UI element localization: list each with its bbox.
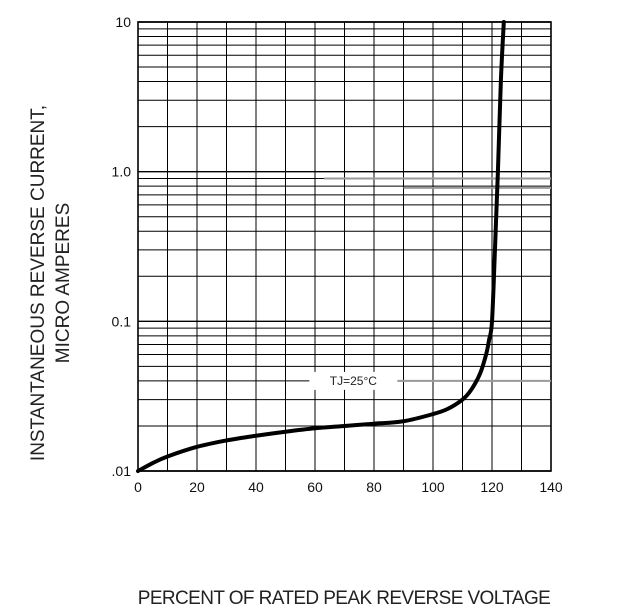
series-group [136, 20, 506, 473]
x-tick-label: 80 [366, 479, 382, 495]
plot-frame [137, 21, 552, 472]
y-tick-label: .01 [112, 463, 132, 479]
y-axis-label-line2: MICRO AMPERES [53, 203, 74, 363]
y-tick-label: 10 [115, 14, 131, 30]
x-tick-label: 140 [539, 479, 563, 495]
y-tick-label: 0.1 [112, 313, 132, 329]
y-tick-label: 1.0 [112, 164, 132, 180]
x-tick-label: 40 [248, 479, 264, 495]
x-tick-label: 100 [421, 479, 445, 495]
x-axis-label: PERCENT OF RATED PEAK REVERSE VOLTAGE [138, 588, 550, 609]
x-tick-label: 120 [480, 479, 504, 495]
annotation-text: TJ=25°C [330, 374, 377, 388]
annotation-bg [309, 371, 398, 390]
x-tick-label: 0 [134, 479, 142, 495]
series-line [136, 20, 506, 473]
tick-labels: 0 20 40 60 80 100 120 140 .01 0.1 1.0 10 TJ=25°C [112, 14, 563, 495]
y-axis-label-line1: INSTANTANEOUS REVERSE CURRENT, [28, 105, 49, 461]
x-tick-label: 20 [189, 479, 205, 495]
grid [137, 21, 552, 472]
x-tick-label: 60 [307, 479, 323, 495]
